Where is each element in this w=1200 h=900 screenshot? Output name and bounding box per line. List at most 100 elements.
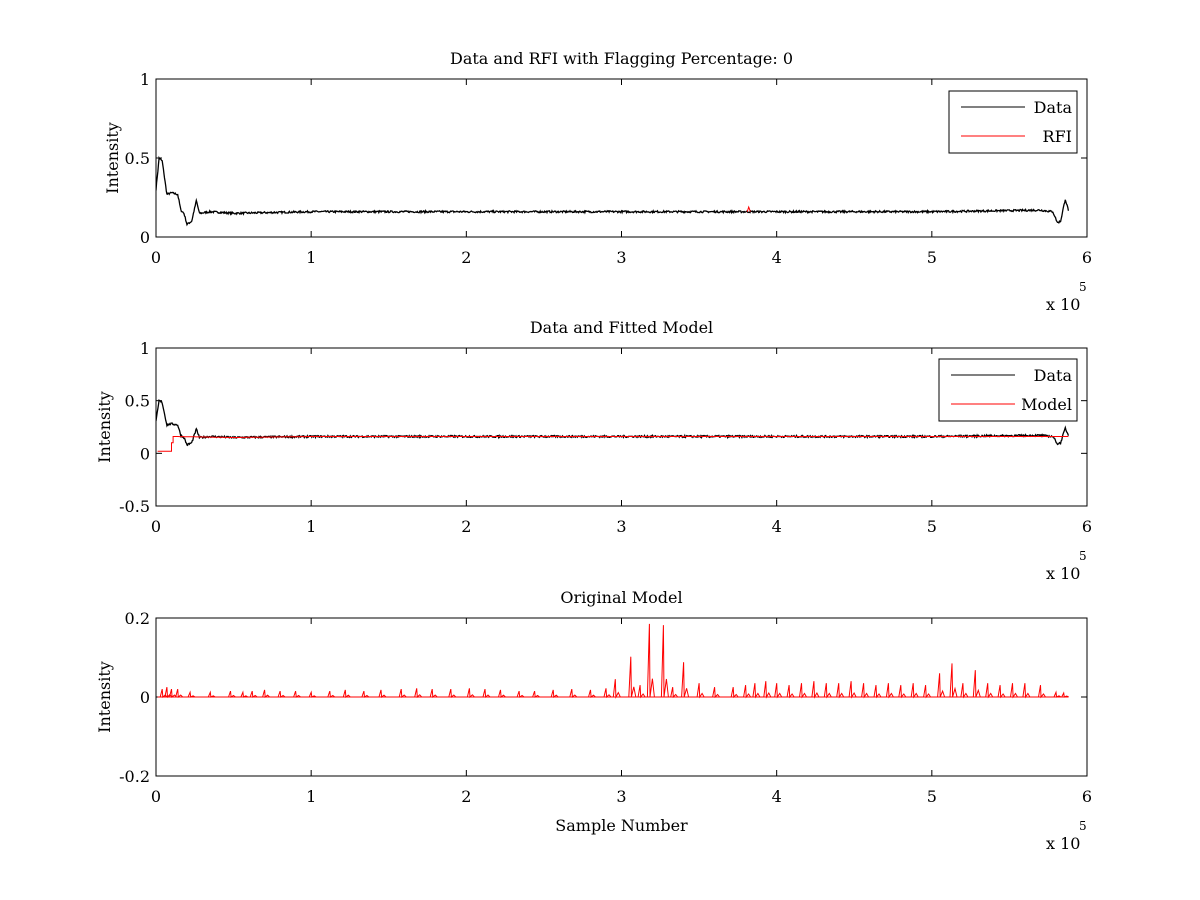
series-spike	[361, 690, 370, 698]
x-multiplier-base: x 10	[1046, 564, 1080, 583]
x-multiplier-exponent: 5	[1079, 280, 1087, 294]
legend: Data Model	[938, 358, 1078, 422]
series-spike	[448, 688, 457, 699]
series-spike	[743, 685, 752, 699]
series-spike	[786, 685, 795, 699]
x-multiplier-base: x 10	[1046, 834, 1080, 853]
axes-box	[155, 78, 1088, 238]
series-spike	[159, 688, 168, 699]
series-spike	[628, 656, 637, 698]
series-spike	[187, 690, 196, 698]
x-tick-label: 3	[616, 248, 626, 267]
series-spike	[277, 690, 286, 698]
series-spike	[429, 688, 438, 699]
series-spike	[1038, 685, 1046, 699]
x-tick-label: 6	[1082, 787, 1092, 806]
series-spike	[985, 683, 994, 699]
series-spike	[949, 663, 958, 698]
series-spike	[799, 683, 807, 699]
series-spike	[811, 681, 820, 699]
legend-box	[948, 90, 1078, 154]
x-tick-label: 1	[306, 248, 316, 267]
legend-label: Data	[1034, 98, 1073, 117]
series-spike	[466, 688, 475, 699]
series-spike	[482, 688, 491, 699]
y-tick-label: -0.5	[119, 497, 150, 516]
x-tick-label: 5	[927, 787, 937, 806]
series-spike	[1061, 691, 1069, 698]
series-spike	[696, 683, 705, 699]
x-multiplier-exponent: 5	[1079, 549, 1087, 563]
series-spike	[898, 685, 907, 699]
series-spike	[836, 683, 845, 699]
series-rfi-line	[746, 205, 751, 212]
x-tick-label: 2	[461, 517, 471, 536]
series-spike	[730, 687, 739, 699]
plot-area	[157, 623, 1069, 699]
y-tick-label: -0.2	[119, 767, 150, 786]
series-spike	[249, 690, 258, 698]
x-tick-label: 2	[461, 787, 471, 806]
series-spike	[774, 683, 783, 699]
series-spike	[637, 685, 646, 699]
x-tick-label: 4	[772, 517, 782, 536]
legend-label: RFI	[1043, 127, 1072, 146]
x-tick-label: 3	[616, 517, 626, 536]
series-spike	[262, 689, 270, 698]
series-spike	[923, 685, 932, 699]
x-tick-label: 0	[151, 517, 161, 536]
series-spike	[646, 623, 655, 698]
series-spike	[712, 687, 720, 699]
y-axis-label: Intensity	[103, 122, 122, 194]
y-tick-label: 0.2	[125, 609, 150, 628]
legend: Data RFI	[948, 90, 1078, 154]
x-tick-label: 6	[1082, 517, 1092, 536]
y-tick-label: 0	[140, 444, 150, 463]
series-spike	[660, 625, 669, 698]
series-spike	[516, 690, 525, 698]
plot-area	[156, 399, 1070, 452]
series-data-line	[156, 155, 1070, 227]
y-tick-label: 1	[140, 339, 150, 358]
series-spike	[1053, 690, 1062, 698]
series-spike	[937, 673, 946, 698]
y-axis-label: Intensity	[95, 661, 114, 733]
chart-title: Data and RFI with Flagging Percentage: 0	[450, 49, 793, 68]
axes-box	[155, 347, 1088, 507]
x-tick-label: 1	[306, 787, 316, 806]
x-tick-label: 5	[927, 248, 937, 267]
series-spike	[752, 683, 761, 699]
y-tick-label: 0.5	[125, 149, 150, 168]
series-spike	[681, 662, 690, 698]
legend-label: Data	[1034, 366, 1073, 385]
legend-label: Model	[1021, 395, 1072, 414]
series-spike	[207, 690, 216, 698]
x-tick-label: 3	[616, 787, 626, 806]
y-tick-label: 1	[140, 70, 150, 89]
y-tick-label: 0.5	[125, 392, 150, 411]
y-tick-label: 0	[140, 688, 150, 707]
series-model-line	[157, 436, 1069, 452]
series-spike	[532, 690, 540, 698]
series-spike	[1010, 683, 1018, 699]
series-spike	[327, 690, 336, 698]
plot-area	[156, 155, 1070, 227]
series-spike	[498, 689, 506, 698]
series-spike	[169, 688, 177, 699]
x-tick-label: 6	[1082, 248, 1092, 267]
series-spike	[588, 689, 596, 698]
x-tick-label: 4	[772, 248, 782, 267]
x-tick-label: 2	[461, 248, 471, 267]
series-spike	[861, 683, 870, 699]
x-tick-label: 1	[306, 517, 316, 536]
series-spike	[823, 683, 832, 699]
x-axis-label: Sample Number	[555, 816, 688, 835]
series-spike	[378, 689, 387, 698]
series-spike	[398, 688, 407, 699]
y-tick-label: 0	[140, 228, 150, 247]
series-spike	[763, 681, 772, 699]
